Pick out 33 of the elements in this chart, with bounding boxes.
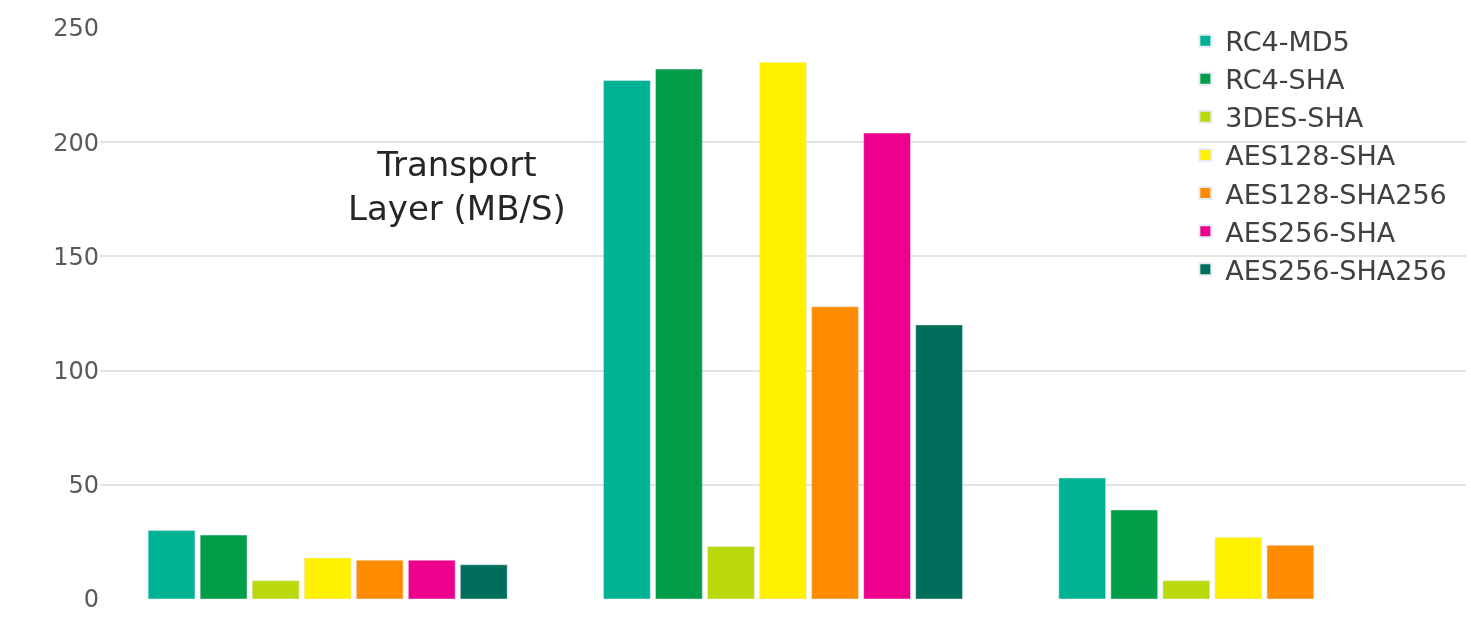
bar — [251, 580, 300, 599]
y-tick-label: 50 — [68, 471, 99, 500]
bar — [603, 80, 651, 599]
annotation: Transport Layer (MB/S) — [348, 144, 566, 229]
bar — [1214, 537, 1262, 599]
bar — [460, 564, 508, 599]
legend-label: AES256-SHA256 — [1225, 254, 1447, 286]
legend-label: AES128-SHA — [1225, 140, 1396, 172]
bar — [655, 68, 703, 599]
legend-label: RC4-SHA — [1225, 64, 1345, 96]
bar — [1110, 509, 1158, 599]
bar — [199, 534, 248, 599]
legend-label: RC4-MD5 — [1225, 26, 1350, 58]
bar — [863, 132, 911, 599]
bar — [356, 559, 404, 599]
y-tick-label: 100 — [53, 357, 99, 385]
bar — [759, 62, 807, 599]
y-tick-label: 0 — [83, 585, 99, 614]
bar — [1058, 477, 1106, 599]
bar — [408, 559, 456, 599]
bar — [707, 546, 755, 599]
bar — [915, 324, 963, 599]
legend-label: 3DES-SHA — [1225, 102, 1364, 134]
y-tick-label: 150 — [53, 242, 99, 271]
y-tick-label: 200 — [53, 128, 99, 157]
bar — [811, 306, 859, 599]
bar — [1162, 580, 1210, 599]
bar — [1266, 545, 1315, 599]
legend-label: AES256-SHA — [1225, 216, 1396, 248]
bar — [304, 557, 352, 599]
y-tick-label: 250 — [53, 14, 99, 43]
bar — [147, 530, 196, 599]
legend-label: AES128-SHA256 — [1225, 178, 1447, 210]
